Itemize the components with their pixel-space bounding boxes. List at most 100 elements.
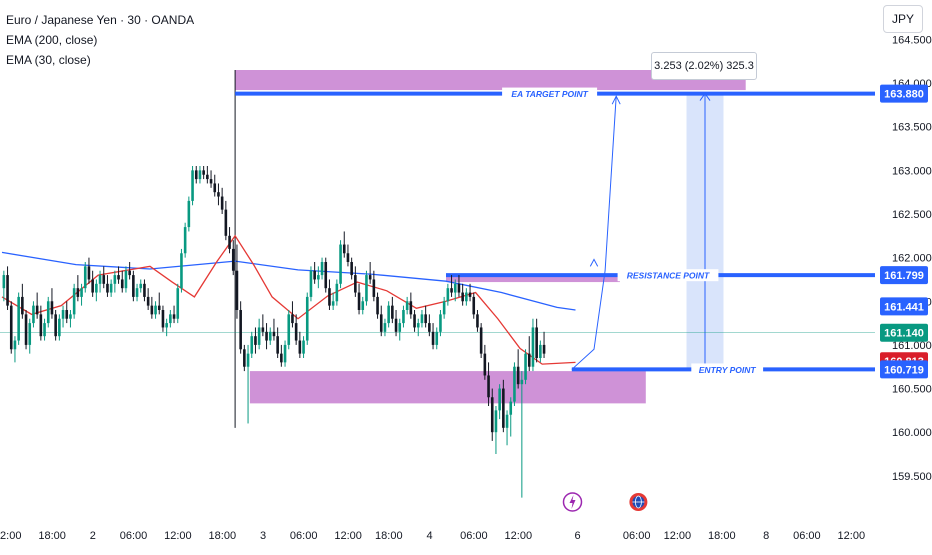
candle [17,296,20,341]
projection-arrow [611,95,621,105]
candle [472,296,476,315]
candle [394,318,398,332]
x-tick-label: 18:00 [38,530,66,542]
candle [531,327,535,367]
candle [468,292,472,297]
candle [494,410,498,433]
candle [109,283,113,293]
candle [453,283,457,293]
price-label-text: 161.140 [884,328,924,340]
y-tick-label: 164.500 [892,34,932,46]
price-label-text: 160.719 [884,364,924,376]
candle [2,275,6,289]
x-tick-label: 18:00 [708,530,736,542]
x-tick-label: 3 [260,530,266,542]
candle [350,262,353,276]
candle [372,279,376,297]
candle [435,331,439,345]
candle [305,296,309,341]
candle [505,414,509,428]
candle [135,288,139,297]
candle [39,314,43,337]
candle [165,323,168,328]
level-label-0: EA TARGET POINT [511,89,588,99]
candle [213,183,217,193]
candle [331,301,335,306]
candle [69,314,72,319]
y-tick-label: 162.500 [892,209,932,221]
candle [21,296,24,315]
candle [35,305,39,315]
candle [143,283,146,297]
lightning-icon[interactable] [562,492,583,512]
candle [280,353,283,363]
candle [465,292,468,302]
candle [483,353,487,376]
x-tick-label: 2 [90,530,96,542]
candle [46,301,50,324]
candle [91,279,94,293]
candle [265,331,268,341]
candle [80,288,83,297]
price-label-163.880 [880,84,928,103]
ema-30-legend[interactable]: EMA (30, close) [6,53,91,67]
candle [246,353,250,367]
x-tick-label: 6 [574,530,580,542]
candle [98,275,102,284]
candle [106,283,109,293]
candle [335,283,339,302]
candle [239,310,242,350]
candle [65,310,69,319]
projection-path [571,96,617,370]
currency-button[interactable]: JPY [883,5,923,33]
candle [420,314,424,324]
candle [509,401,513,415]
candle [268,331,272,341]
candle [368,275,372,280]
candle [391,305,394,319]
candle [202,170,205,175]
candle [439,314,442,332]
globe-icon[interactable] [629,493,648,511]
candle [209,179,213,184]
candle [498,388,501,411]
level-label-bg-1 [617,269,719,282]
x-tick-label: 8 [763,530,769,542]
ema-200-legend[interactable]: EMA (200, close) [6,33,98,47]
symbol-title: Euro / Japanese Yen · 30 · OANDA [6,13,195,27]
candle [217,192,220,197]
candle [402,310,405,324]
candle [206,174,209,180]
candle [224,209,228,236]
candle [339,244,342,284]
x-tick-label: 12:00 [334,530,362,542]
candle [502,388,505,428]
candle [428,323,431,332]
x-tick-label: 12:00 [0,530,21,542]
candle [102,275,106,284]
x-tick-label: 18:00 [209,530,237,542]
candle [128,270,131,276]
candle [387,305,390,324]
candle [309,270,313,297]
candle [539,344,542,358]
candle [72,288,76,315]
candle [342,244,346,254]
price-label-text: 161.799 [884,270,924,282]
candle [194,170,198,180]
candle [154,305,157,315]
candle [424,314,427,324]
candle [405,301,409,310]
x-tick-label: 06:00 [120,530,148,542]
candle [276,336,279,354]
candle [250,336,254,354]
candle [243,349,246,367]
candle [146,296,150,306]
price-label-text: 161.441 [884,301,924,313]
y-tick-label: 160.000 [892,427,932,439]
candle [461,292,464,302]
price-label-160.719 [880,360,928,379]
y-tick-label: 163.000 [892,165,932,177]
